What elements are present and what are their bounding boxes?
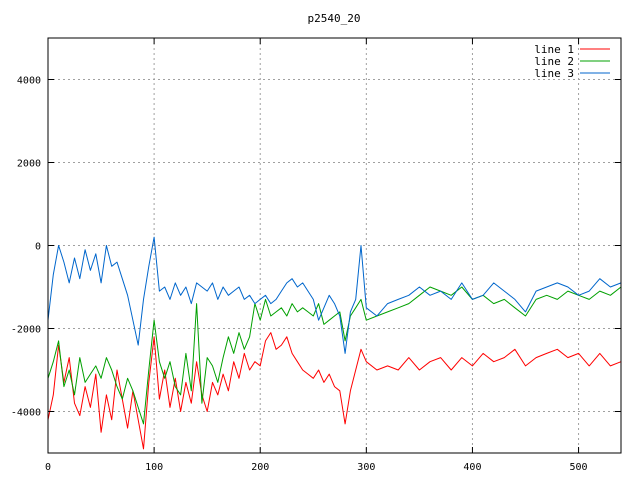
legend-label-1: line 1 [534, 43, 574, 56]
y-tick-label: 4000 [17, 76, 41, 87]
y-tick-label: -2000 [11, 325, 41, 336]
grid [48, 38, 621, 453]
series-line-2 [47, 286, 622, 425]
y-tick-label: 0 [35, 242, 41, 253]
legend-label-2: line 2 [534, 55, 574, 68]
y-tick-label: 2000 [17, 159, 41, 170]
series-group [47, 236, 622, 450]
x-tick-label: 200 [251, 462, 269, 473]
axis-ticks: 0 100 200 300 400 500 -4000 -2000 0 2000 4000 [11, 38, 621, 473]
series-line-1 [47, 332, 622, 450]
series-line-3 [47, 236, 622, 354]
x-tick-label: 100 [145, 462, 163, 473]
chart-title: p2540_20 [308, 12, 361, 25]
y-tick-label: -4000 [11, 408, 41, 419]
x-tick-label: 300 [357, 462, 375, 473]
legend-label-3: line 3 [534, 67, 574, 80]
x-tick-label: 0 [45, 462, 51, 473]
x-tick-label: 500 [570, 462, 588, 473]
x-tick-label: 400 [463, 462, 481, 473]
